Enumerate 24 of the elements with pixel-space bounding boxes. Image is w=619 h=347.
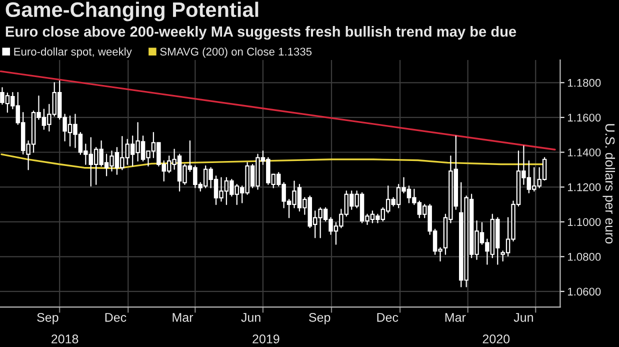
legend-label: Euro-dollar spot, weekly [14,47,132,58]
x-tick-label: Mar [172,313,194,322]
legend-label: SMAVG (200) on Close 1.1335 [160,47,312,58]
x-tick-label: Jun [514,313,533,322]
x-tick-label: Jun [241,313,260,322]
line-series [0,154,546,170]
y-tick-label: 1.1800 [568,78,601,87]
x2-tick-label: 2020 [482,334,510,344]
y-tick-label: 1.1400 [568,148,601,156]
x-tick-label: Sep [309,312,330,324]
chart-subtitle: Euro close above 200-weekly MA suggests fresh bullish trend may be due [6,26,516,40]
y-tick-label: 1.1600 [568,114,601,122]
x-tick-label: Dec [105,313,126,322]
x-tick-label: Dec [377,313,398,322]
y-tick-label: 1.1000 [568,218,601,226]
x2-tick-label: 2018 [52,334,78,344]
chart-title: Game-Changing Potential [6,2,258,22]
y-tick-label: 1.0600 [568,288,601,296]
x-tick-label: Sep [37,312,58,324]
x2-tick-label: 2019 [252,334,280,344]
y-tick-label: 1.1200 [568,183,601,192]
x-tick-label: Mar [445,313,466,322]
y-axis-title: U.S. dollars per euro [602,124,616,244]
y-tick-label: 1.0800 [568,252,601,261]
